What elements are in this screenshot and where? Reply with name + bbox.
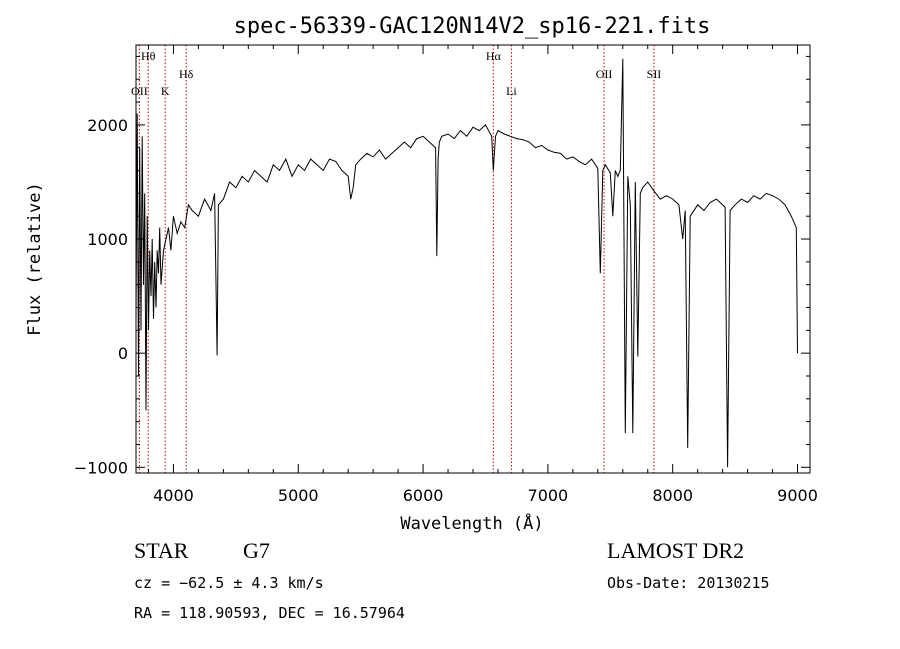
x-tick-label-1: 5000 (278, 486, 319, 505)
ra-dec-coordinates: RA = 118.90593, DEC = 16.57964 (134, 604, 405, 622)
x-tick-label-4: 8000 (652, 486, 693, 505)
line-marker-label-3: Hδ (179, 67, 194, 81)
x-tick-label-5: 9000 (777, 486, 818, 505)
y-tick-label-3: 2000 (87, 116, 128, 135)
y-tick-label-2: 1000 (87, 230, 128, 249)
x-tick-label-0: 4000 (153, 486, 194, 505)
chart-title: spec-56339-GAC120N14V2_sp16-221.fits (234, 14, 711, 39)
object-class: STAR (134, 538, 189, 563)
line-marker-label-1: OII (131, 84, 148, 98)
plot-frame (135, 44, 811, 474)
x-tick-label-3: 7000 (528, 486, 569, 505)
x-axis-label: Wavelength (Å) (400, 512, 543, 534)
line-marker-label-4: Hα (486, 49, 502, 63)
observation-date: Obs-Date: 20130215 (607, 574, 770, 592)
plot-area: Hθ OII K Hδ Hα Li OII SII 4000 5000 6000 7000 8000 90… (74, 45, 818, 505)
object-subclass: G7 (243, 538, 270, 563)
line-marker-label-2: K (161, 84, 170, 98)
y-tick-label-0: −1000 (74, 458, 128, 477)
survey-name: LAMOST DR2 (607, 538, 745, 563)
line-marker-label-0: Hθ (141, 49, 156, 63)
redshift-cz: cz = −62.5 ± 4.3 km/s (134, 574, 324, 592)
spectrum-series-0 (135, 58, 798, 468)
line-marker-label-5: Li (506, 84, 517, 98)
line-marker-label-7: SII (647, 67, 662, 81)
y-axis-label: Flux (relative) (25, 182, 45, 336)
line-marker-label-6: OII (596, 67, 613, 81)
y-tick-label-1: 0 (118, 344, 128, 363)
x-tick-label-2: 6000 (403, 486, 444, 505)
